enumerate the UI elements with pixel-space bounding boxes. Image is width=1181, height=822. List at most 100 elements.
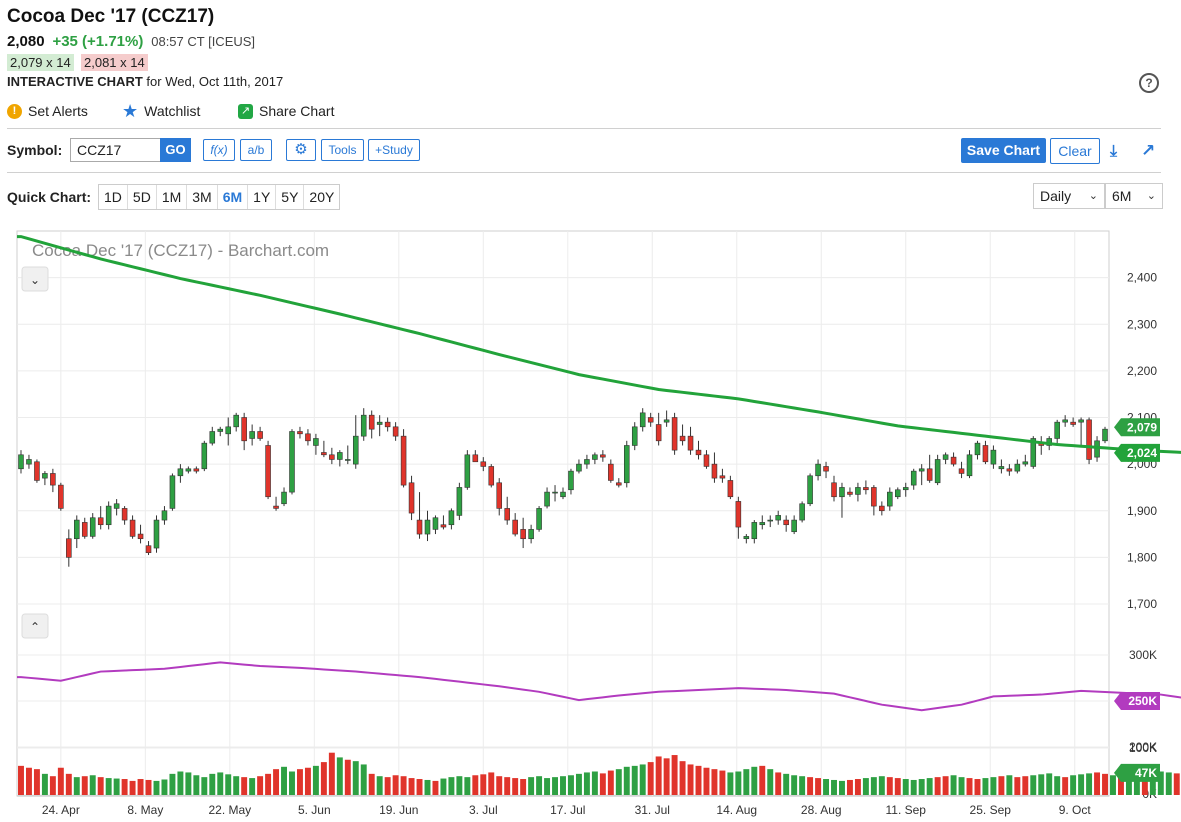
candle-body bbox=[735, 501, 742, 528]
volume-bar bbox=[1046, 773, 1053, 795]
candle-body bbox=[687, 435, 694, 451]
star-icon: ★ bbox=[122, 100, 139, 121]
range-20y[interactable]: 20Y bbox=[309, 189, 335, 205]
spread-button[interactable]: a/b bbox=[240, 139, 272, 161]
candle-body bbox=[281, 491, 287, 505]
candle-body bbox=[193, 468, 200, 472]
candle-body bbox=[871, 487, 877, 507]
volume-bar bbox=[783, 773, 790, 795]
price-tick-label: 1,800 bbox=[1127, 550, 1157, 564]
settings-gear-icon[interactable]: ⚙ bbox=[286, 139, 316, 161]
candle-body bbox=[663, 419, 670, 423]
candle-body bbox=[902, 487, 909, 491]
candle-body bbox=[1006, 468, 1013, 472]
volume-bar bbox=[257, 776, 264, 795]
volume-bar bbox=[727, 772, 734, 795]
candle-body bbox=[520, 529, 526, 540]
range-1y[interactable]: 1Y bbox=[248, 185, 277, 209]
go-button[interactable]: GO bbox=[160, 138, 191, 162]
candle-body bbox=[153, 519, 160, 549]
candle-body bbox=[823, 466, 829, 472]
candle-body bbox=[201, 442, 208, 470]
set-alerts-link[interactable]: ! Set Alerts bbox=[7, 103, 88, 119]
candle-body bbox=[719, 475, 726, 479]
download-icon[interactable]: ⤓ bbox=[1110, 143, 1118, 160]
range-5y[interactable]: 5Y bbox=[276, 185, 305, 209]
volume-bar bbox=[408, 778, 415, 795]
share-chart-label: Share Chart bbox=[259, 103, 335, 119]
candle-body bbox=[966, 454, 973, 477]
volume-bar bbox=[384, 777, 391, 795]
candle-body bbox=[895, 489, 901, 498]
watchlist-link[interactable]: ★ Watchlist bbox=[122, 100, 200, 121]
candle-body bbox=[1022, 461, 1029, 465]
candle-body bbox=[345, 459, 351, 461]
candle-body bbox=[360, 414, 367, 437]
chart-date-line: INTERACTIVE CHART for Wed, Oct 11th, 201… bbox=[7, 74, 283, 89]
candle-body bbox=[958, 468, 965, 474]
range-1m[interactable]: 1M bbox=[157, 185, 188, 209]
range-select[interactable]: 6M ⌄ bbox=[1105, 183, 1163, 209]
volume-bar bbox=[591, 771, 598, 795]
volume-bar bbox=[926, 778, 933, 795]
volume-bar bbox=[1157, 771, 1164, 795]
candle-body bbox=[1078, 419, 1084, 423]
volume-bar bbox=[1133, 775, 1140, 795]
volume-bar bbox=[89, 775, 96, 795]
candle-body bbox=[552, 491, 558, 494]
candle-body bbox=[1030, 438, 1037, 467]
volume-bar bbox=[599, 773, 606, 795]
volume-bar bbox=[1078, 774, 1085, 795]
range-6m[interactable]: 6M bbox=[218, 185, 249, 209]
volume-bar bbox=[185, 772, 192, 795]
function-button[interactable]: f(x) bbox=[203, 139, 235, 161]
candle-body bbox=[113, 503, 120, 509]
expand-icon[interactable]: ↗ bbox=[1141, 141, 1156, 160]
collapse-toggle bbox=[21, 266, 49, 292]
volume-bar bbox=[448, 777, 455, 795]
volume-bar bbox=[1125, 777, 1132, 795]
interval-select[interactable]: Daily ⌄ bbox=[1033, 183, 1105, 209]
price-chart[interactable]: 2,4002,3002,2002,1002,0001,9001,8001,700… bbox=[0, 225, 1181, 822]
volume-bar bbox=[528, 777, 535, 795]
candle-body bbox=[392, 426, 399, 437]
volume-bar bbox=[1165, 772, 1172, 795]
symbol-input[interactable]: CCZ17 bbox=[70, 138, 166, 162]
bid-quote: 2,079 x 14 bbox=[7, 54, 74, 71]
volume-bar bbox=[1006, 775, 1013, 795]
volume-bar bbox=[97, 777, 104, 795]
candle-body bbox=[950, 456, 957, 465]
candle-body bbox=[313, 438, 319, 446]
volume-bar bbox=[153, 780, 160, 795]
range-5d[interactable]: 5D bbox=[128, 185, 157, 209]
last-price-badge-label: 2,079 bbox=[1127, 420, 1157, 434]
volume-bar bbox=[368, 773, 375, 795]
share-chart-link[interactable]: ↗ Share Chart bbox=[238, 103, 334, 119]
candle-body bbox=[815, 463, 821, 477]
candle-body bbox=[1062, 419, 1068, 423]
tools-button[interactable]: Tools bbox=[321, 139, 364, 161]
candle-body bbox=[934, 459, 941, 484]
candle-body bbox=[639, 412, 646, 428]
oi-tick-label: 200K bbox=[1129, 740, 1157, 754]
clear-button[interactable]: Clear bbox=[1050, 138, 1100, 164]
add-study-button[interactable]: +Study bbox=[368, 139, 420, 161]
candle-body bbox=[50, 473, 56, 486]
candle-body bbox=[26, 459, 32, 465]
volume-bar bbox=[998, 776, 1005, 795]
volume-bar bbox=[25, 767, 32, 795]
candle-body bbox=[273, 505, 279, 509]
candle-body bbox=[496, 482, 503, 509]
save-chart-button[interactable]: Save Chart bbox=[961, 138, 1046, 163]
alert-icon: ! bbox=[7, 103, 22, 119]
candle-body bbox=[1054, 421, 1060, 439]
share-icon: ↗ bbox=[238, 103, 253, 119]
volume-bar bbox=[201, 777, 208, 795]
candle-body bbox=[89, 517, 96, 537]
candle-body bbox=[544, 491, 550, 507]
range-1d[interactable]: 1D bbox=[99, 185, 128, 209]
symbol-label: Symbol: bbox=[7, 142, 63, 158]
help-icon[interactable]: ? bbox=[1139, 73, 1159, 93]
candle-body bbox=[464, 454, 471, 488]
range-3m[interactable]: 3M bbox=[187, 185, 218, 209]
